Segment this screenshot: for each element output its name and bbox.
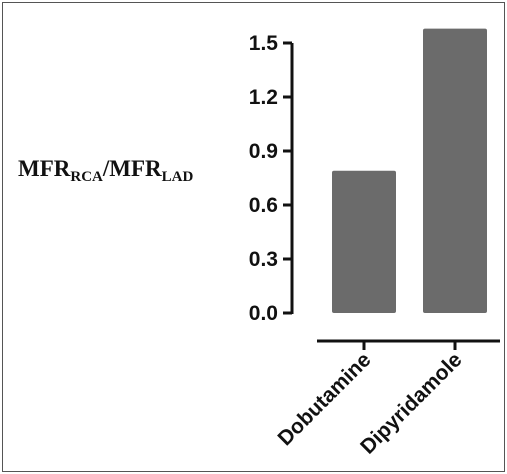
bar-dipyridamole [423, 28, 487, 313]
y-tick-label: 0.0 [249, 302, 278, 325]
y-tick-label: 0.6 [249, 194, 278, 217]
y-tick-label: 0.9 [249, 140, 278, 163]
ylabel-sub-rca: RCA [70, 169, 103, 185]
y-tick-label: 1.2 [249, 86, 278, 109]
y-tick-label: 0.3 [249, 248, 278, 271]
ylabel-separator: / [102, 156, 110, 181]
y-axis: 0.0 0.3 0.6 0.9 1.2 1.5 [249, 32, 294, 325]
y-axis-label: MFRRCA/MFRLAD [18, 156, 193, 185]
x-tick-label: Dobutamine [273, 348, 375, 450]
ylabel-mfr-rca: MFR [18, 156, 71, 181]
bars [332, 28, 487, 313]
bar-dobutamine [332, 170, 396, 313]
y-tick-label: 1.5 [249, 32, 279, 55]
ylabel-sub-lad: LAD [162, 169, 194, 185]
ylabel-mfr-lad: MFR [109, 156, 162, 181]
